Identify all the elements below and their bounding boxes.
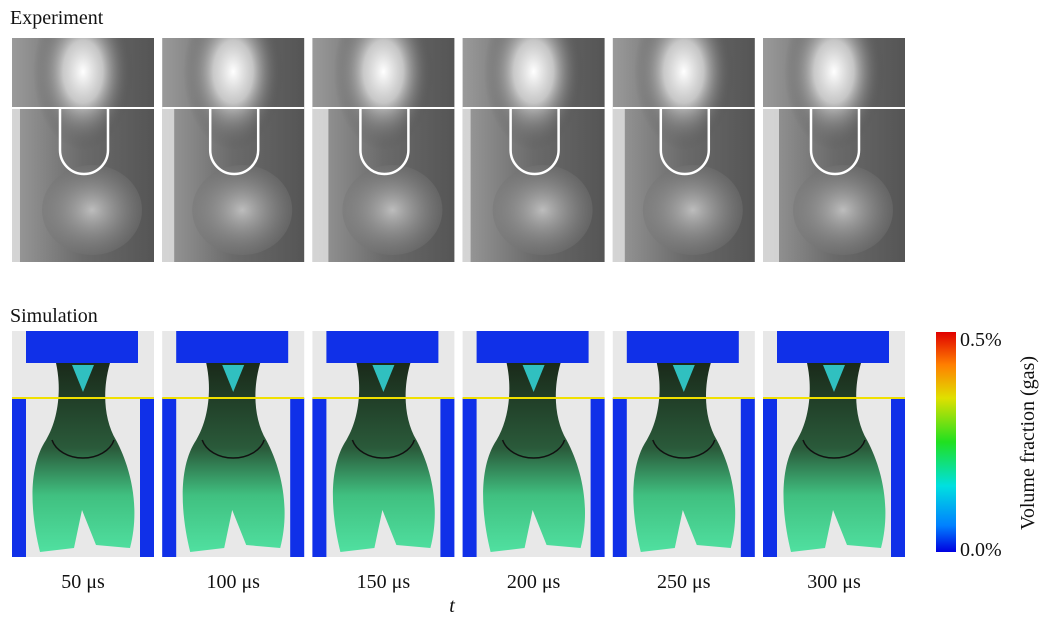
experiment-plume xyxy=(493,165,593,255)
sim-side xyxy=(741,398,755,557)
time-label: 100 μs xyxy=(206,571,260,593)
experiment-stripe xyxy=(162,108,174,262)
colorbar-title: Volume fraction (gas) xyxy=(1017,356,1039,530)
panels: 50 μs 100 μs 150 μs 200 μs 250 μs 300 μs xyxy=(12,38,905,593)
time-label: 300 μs xyxy=(807,571,861,593)
colorbar-min: 0.0% xyxy=(960,539,1002,561)
sim-side xyxy=(290,398,304,557)
sim-side xyxy=(763,398,777,557)
sim-side xyxy=(591,398,605,557)
experiment-stripe xyxy=(613,108,625,262)
experiment-stripe xyxy=(763,108,779,262)
section-label: Experiment xyxy=(10,7,104,29)
sim-top-block xyxy=(627,331,739,363)
experiment-plume xyxy=(192,165,292,255)
sim-side xyxy=(312,398,326,557)
axis-label: t xyxy=(449,595,455,617)
section-label: Simulation xyxy=(10,305,98,327)
colorbar xyxy=(936,332,956,552)
figure: Experiment Simulation 50 μs 100 μs 150 μs 2… xyxy=(0,0,1046,621)
sim-side xyxy=(613,398,627,557)
sim-top-block xyxy=(26,331,138,363)
sim-side xyxy=(440,398,454,557)
experiment-plume xyxy=(793,165,893,255)
sim-top-block xyxy=(176,331,288,363)
sim-top-block xyxy=(477,331,589,363)
sim-side xyxy=(12,398,26,557)
time-label: 200 μs xyxy=(507,571,561,593)
time-label: 150 μs xyxy=(357,571,411,593)
sim-side xyxy=(891,398,905,557)
experiment-plume xyxy=(643,165,743,255)
sim-side xyxy=(162,398,176,557)
sim-side xyxy=(140,398,154,557)
time-label: 50 μs xyxy=(61,571,105,593)
sim-top-block xyxy=(777,331,889,363)
experiment-plume xyxy=(42,165,142,255)
experiment-stripe xyxy=(12,108,20,262)
sim-top-block xyxy=(326,331,438,363)
experiment-stripe xyxy=(463,108,471,262)
sim-side xyxy=(463,398,477,557)
experiment-plume xyxy=(342,165,442,255)
time-label: 250 μs xyxy=(657,571,711,593)
colorbar-max: 0.5% xyxy=(960,329,1002,351)
experiment-stripe xyxy=(312,108,328,262)
